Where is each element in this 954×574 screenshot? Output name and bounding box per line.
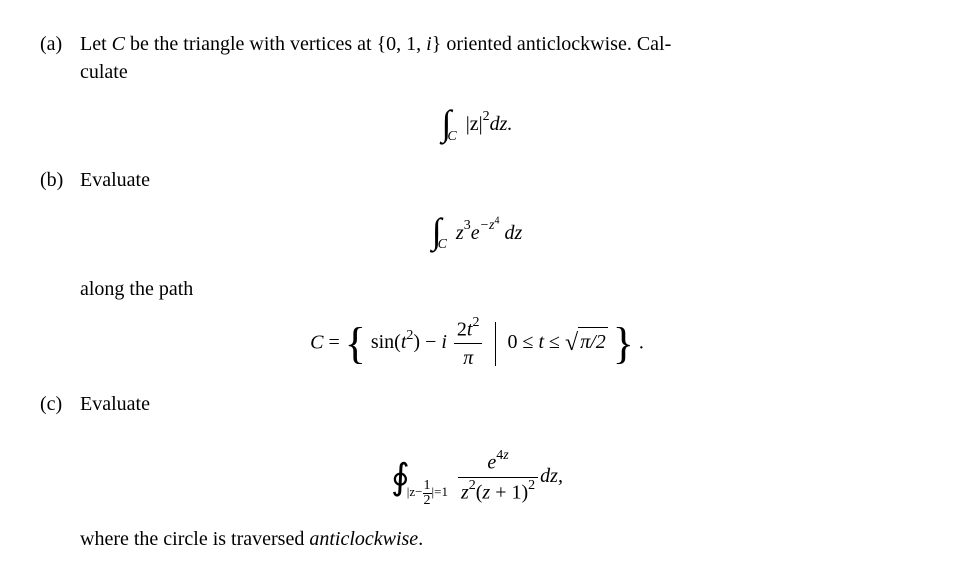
label-a: (a) <box>40 30 80 86</box>
b-text2: along the path <box>80 278 193 300</box>
b-math2: C = { sin(t2) − i 2t2 π 0 ≤ t ≤ √π/2 } . <box>40 315 914 373</box>
b-dz: dz <box>500 222 523 244</box>
b-t2exp: 2 <box>472 315 479 330</box>
c-z: z <box>503 448 508 463</box>
a-math: ∫C |z|2dz. <box>40 98 914 148</box>
c-text2: where the circle is traversed <box>80 528 309 550</box>
b-e: e <box>471 222 480 244</box>
b-range-a: 0 ≤ <box>507 331 538 353</box>
b-range-c: ≤ <box>544 331 565 353</box>
label-b: (b) <box>40 166 80 194</box>
a-exp2: 2 <box>483 109 490 124</box>
b-exp4: 4 <box>495 215 500 226</box>
c-dz: dz, <box>540 465 563 487</box>
b-frac: 2t2 π <box>454 315 483 373</box>
c-plus1: + 1) <box>490 482 528 504</box>
b-sin: sin( <box>371 331 401 353</box>
c-densq: 2 <box>469 478 476 493</box>
b-text2-wrap: along the path <box>80 275 914 303</box>
c-frac: e4z z2(z + 1)2 <box>458 448 538 506</box>
b-eq: = <box>323 331 344 353</box>
a-text2: be the triangle with vertices at {0, 1, <box>125 33 426 55</box>
c-period: . <box>418 528 423 550</box>
b-intsub: C <box>438 237 447 252</box>
c-math: ∮|z−12|=1 e4z z2(z + 1)2 dz, <box>40 448 914 506</box>
a-intsub: C <box>447 129 456 144</box>
b-Ceq: C <box>310 331 323 353</box>
b-close: ) − <box>413 331 441 353</box>
a-modz: |z| <box>466 113 483 135</box>
b-pi: π <box>454 344 483 372</box>
c-sub: |z−12|=1 <box>407 484 448 499</box>
b-period: . <box>639 331 644 353</box>
part-c: (c) Evaluate <box>40 390 914 418</box>
content-a: Let C be the triangle with vertices at {… <box>80 30 914 86</box>
part-a: (a) Let C be the triangle with vertices … <box>40 30 914 86</box>
content-b: Evaluate <box>80 166 914 194</box>
a-text3: } oriented anticlockwise. Cal- <box>432 33 672 55</box>
b-text1: Evaluate <box>80 169 150 191</box>
a-text1: Let <box>80 33 112 55</box>
content-c: Evaluate <box>80 390 914 418</box>
c-suba: |z− <box>407 484 423 499</box>
b-sq: 2 <box>406 328 413 343</box>
c-subb: |=1 <box>432 484 448 499</box>
b-math1: ∫C z3e−z4 dz <box>40 206 914 256</box>
b-sqrt: √π/2 <box>565 327 608 361</box>
b-2: 2 <box>457 318 467 340</box>
b-sqrtarg: π/2 <box>578 327 608 356</box>
c-half-d: 2 <box>423 494 432 508</box>
b-z: z <box>456 222 464 244</box>
b-i: i <box>441 331 447 353</box>
b-exp3: 3 <box>464 218 471 233</box>
a-text4: culate <box>80 61 128 83</box>
c-text2-wrap: where the circle is traversed anticlockw… <box>80 525 914 553</box>
c-denz: z <box>461 482 469 504</box>
c-densq2: 2 <box>528 478 535 493</box>
a-C: C <box>112 33 125 55</box>
b-lbrace: { <box>345 324 366 364</box>
b-rbrace: } <box>613 324 634 364</box>
c-e: e <box>487 452 496 474</box>
b-expneg: −z <box>480 218 495 233</box>
c-half-n: 1 <box>423 479 432 494</box>
c-anti: anticlockwise <box>309 528 418 550</box>
b-vbar <box>495 322 496 366</box>
label-c: (c) <box>40 390 80 418</box>
a-dz: dz. <box>490 113 513 135</box>
c-text1: Evaluate <box>80 393 150 415</box>
part-b: (b) Evaluate <box>40 166 914 194</box>
